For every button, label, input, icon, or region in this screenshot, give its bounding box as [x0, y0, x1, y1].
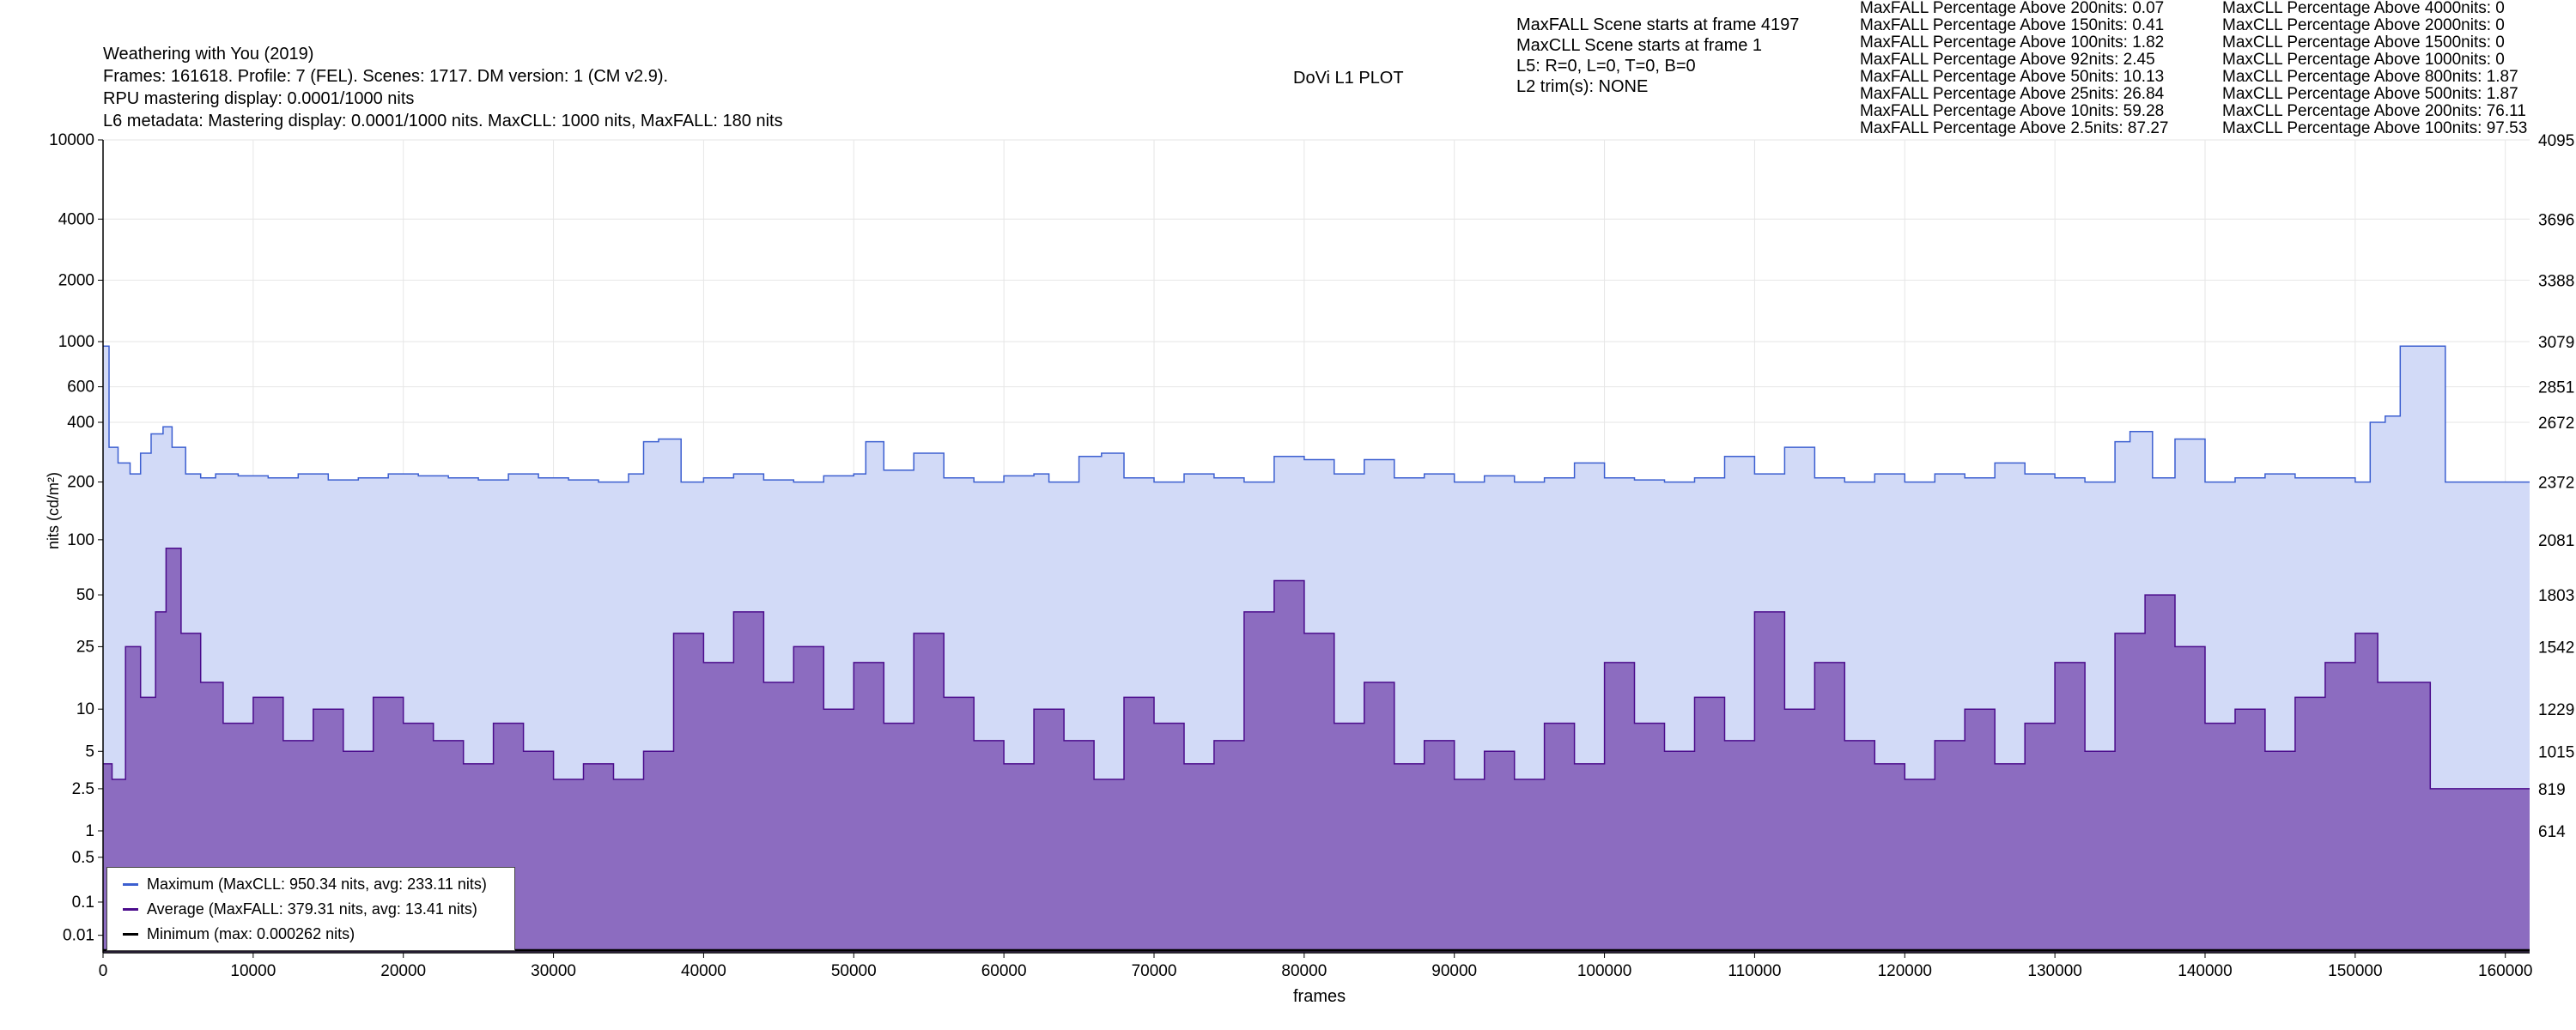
y-tick-label: 0.1 [72, 894, 94, 912]
x-tick-label: 130000 [2027, 962, 2081, 980]
legend-item-maximum: Maximum (MaxCLL: 950.34 nits, avg: 233.1… [123, 875, 487, 894]
y-tick-label: 1 [85, 822, 94, 840]
l6-metadata-info: L6 metadata: Mastering display: 0.0001/1… [103, 112, 783, 130]
x-tick-label: 30000 [531, 962, 576, 980]
legend-swatch-minimum [123, 932, 138, 936]
pq-code-tick-label: 614 [2538, 823, 2566, 841]
pq-code-tick-label: 4095 [2538, 132, 2574, 150]
y-tick-label: 400 [67, 414, 94, 432]
x-tick-label: 120000 [1878, 962, 1932, 980]
x-tick-label: 40000 [681, 962, 726, 980]
average-area [103, 548, 2530, 953]
maxcll-stat: MaxCLL Percentage Above 100nits: 97.53 [2222, 119, 2528, 137]
y-tick-label: 0.5 [72, 849, 94, 867]
maxcll-stats: MaxCLL Percentage Above 4000nits: 0 MaxC… [2222, 0, 2527, 137]
x-tick-label: 140000 [2178, 962, 2232, 980]
maxcll-stat: MaxCLL Percentage Above 800nits: 1.87 [2222, 68, 2518, 86]
legend-item-minimum: Minimum (max: 0.000262 nits) [123, 924, 355, 943]
x-tick-label: 0 [99, 962, 108, 980]
y-tick-label: 2000 [58, 271, 94, 289]
legend-label-maximum: Maximum (MaxCLL: 950.34 nits, avg: 233.1… [147, 875, 487, 893]
pq-code-tick-label: 3696 [2538, 211, 2574, 229]
average-series-line [103, 548, 2530, 790]
maxfall-stat: MaxFALL Percentage Above 2.5nits: 87.27 [1860, 119, 2169, 137]
maxfall-stat: MaxFALL Percentage Above 25nits: 26.84 [1860, 85, 2165, 103]
maxcll-stat: MaxCLL Percentage Above 500nits: 1.87 [2222, 85, 2518, 103]
maxfall-stat: MaxFALL Percentage Above 200nits: 0.07 [1860, 0, 2165, 17]
legend-label-minimum: Minimum (max: 0.000262 nits) [147, 924, 355, 942]
chart-title: DoVi L1 PLOT [1293, 69, 1404, 88]
y-tick-label: 50 [76, 586, 94, 604]
x-tick-label: 60000 [981, 962, 1027, 980]
pq-code-tick-label: 2851 [2538, 379, 2574, 397]
y-axis-label: nits (cd/m²) [45, 472, 62, 549]
axes [98, 139, 2530, 958]
y-tick-label: 2.5 [72, 780, 94, 798]
l2-trim-info: L2 trim(s): NONE [1516, 77, 1649, 96]
tick-labels: 0 10000 20000 30000 40000 50000 60000 70000 8000… [49, 131, 2574, 980]
y-tick-label: 1000 [58, 333, 94, 351]
maxfall-stat: MaxFALL Percentage Above 100nits: 1.82 [1860, 33, 2165, 52]
maxfall-stat: MaxFALL Percentage Above 92nits: 2.45 [1860, 51, 2155, 69]
maxcll-stat: MaxCLL Percentage Above 200nits: 76.11 [2222, 102, 2526, 120]
pq-code-tick-label: 1803 [2538, 587, 2574, 605]
maxfall-stats: MaxFALL Percentage Above 200nits: 0.07 M… [1860, 0, 2168, 137]
legend-item-average: Average (MaxFALL: 379.31 nits, avg: 13.4… [123, 900, 477, 918]
pq-code-tick-label: 2081 [2538, 532, 2574, 550]
x-tick-label: 20000 [380, 962, 426, 980]
maxcll-stat: MaxCLL Percentage Above 4000nits: 0 [2222, 0, 2505, 17]
x-tick-label: 10000 [230, 962, 276, 980]
y-tick-label: 0.01 [63, 927, 94, 945]
maxfall-scene-start: MaxFALL Scene starts at frame 4197 [1516, 15, 1800, 34]
maxfall-stat: MaxFALL Percentage Above 150nits: 0.41 [1860, 16, 2165, 34]
frames-info: Frames: 161618. Profile: 7 (FEL). Scenes… [103, 67, 669, 86]
maximum-series-line [103, 345, 2530, 483]
y-tick-label: 5 [85, 742, 94, 760]
y-tick-label: 600 [67, 379, 94, 397]
l5-info: L5: R=0, L=0, T=0, B=0 [1516, 57, 1696, 76]
maxcll-stat: MaxCLL Percentage Above 1500nits: 0 [2222, 33, 2505, 52]
y-tick-label: 10000 [49, 131, 94, 149]
pq-code-tick-label: 3388 [2538, 272, 2574, 290]
maxfall-stat: MaxFALL Percentage Above 10nits: 59.28 [1860, 102, 2165, 120]
series-areas [103, 345, 2530, 953]
maxfall-stat: MaxFALL Percentage Above 50nits: 10.13 [1860, 68, 2165, 86]
x-tick-label: 50000 [831, 962, 877, 980]
x-tick-label: 90000 [1431, 962, 1477, 980]
legend-label-average: Average (MaxFALL: 379.31 nits, avg: 13.4… [147, 900, 477, 918]
x-tick-label: 70000 [1132, 962, 1177, 980]
movie-title: Weathering with You (2019) [103, 45, 314, 64]
x-axis-label: frames [1293, 987, 1346, 1006]
maxcll-stat: MaxCLL Percentage Above 1000nits: 0 [2222, 51, 2505, 69]
x-tick-label: 100000 [1577, 962, 1631, 980]
y-tick-label: 25 [76, 638, 94, 656]
pq-code-tick-label: 819 [2538, 781, 2566, 799]
x-tick-label: 160000 [2478, 962, 2532, 980]
x-tick-label: 110000 [1728, 962, 1781, 980]
y-tick-label: 4000 [58, 210, 94, 228]
pq-code-tick-label: 1015 [2538, 743, 2574, 761]
x-tick-label: 80000 [1281, 962, 1327, 980]
pq-code-tick-label: 2372 [2538, 475, 2574, 493]
x-tick-label: 150000 [2328, 962, 2382, 980]
rpu-mastering-info: RPU mastering display: 0.0001/1000 nits [103, 89, 415, 108]
y-tick-label: 200 [67, 474, 94, 492]
legend-swatch-maximum [123, 882, 138, 886]
chart-legend: Maximum (MaxCLL: 950.34 nits, avg: 233.1… [106, 867, 515, 951]
y-tick-label: 100 [67, 531, 94, 549]
pq-code-tick-label: 2672 [2538, 415, 2574, 433]
pq-code-tick-label: 1229 [2538, 701, 2574, 719]
maxcll-stat: MaxCLL Percentage Above 2000nits: 0 [2222, 16, 2505, 34]
y-tick-label: 10 [76, 700, 94, 718]
pq-code-tick-label: 1542 [2538, 639, 2574, 657]
legend-swatch-average [123, 907, 138, 911]
maxcll-scene-start: MaxCLL Scene starts at frame 1 [1516, 36, 1763, 55]
pq-code-tick-label: 3079 [2538, 334, 2574, 352]
